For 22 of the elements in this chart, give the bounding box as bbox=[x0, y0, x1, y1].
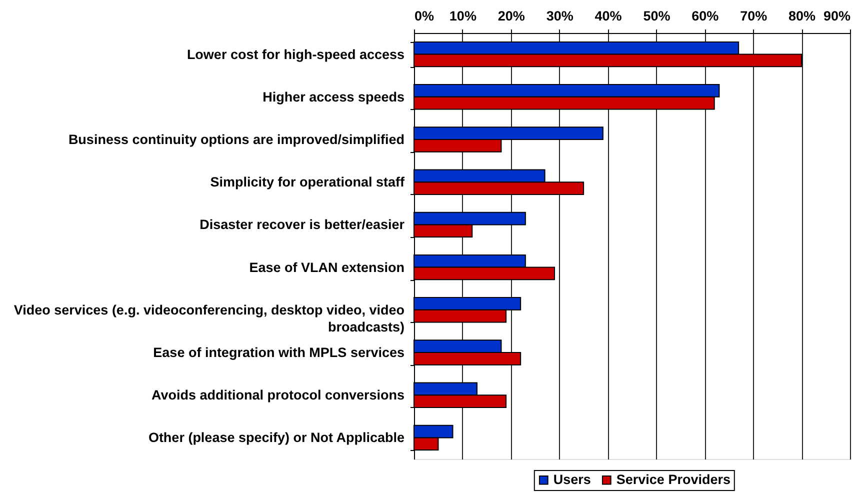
legend-label: Service Providers bbox=[616, 472, 730, 488]
y-tick-label: Disaster recover is better/easier bbox=[200, 217, 406, 232]
y-tick-label: Higher access speeds bbox=[262, 89, 404, 104]
y-tick-label: Video services (e.g. videoconferencing, desktop video, video broadcasts) bbox=[14, 302, 404, 334]
x-tick-label: 60% bbox=[692, 8, 719, 24]
y-tick-label: Simplicity for operational staff bbox=[210, 174, 406, 190]
y-tick-label: Ease of VLAN extension bbox=[249, 260, 404, 275]
x-tick-label: 80% bbox=[788, 8, 816, 24]
x-tick-label: 90% bbox=[823, 8, 850, 24]
y-tick-label: Ease of integration with MPLS services bbox=[153, 345, 404, 360]
y-tick-label: Lower cost for high-speed access bbox=[186, 46, 404, 62]
y-tick-label: Business continuity options are improved/simplified bbox=[68, 132, 404, 147]
x-tick-label: 20% bbox=[498, 8, 525, 24]
x-tick-label: 50% bbox=[643, 8, 670, 24]
legend-label: Users bbox=[553, 472, 591, 488]
y-tick-label: Avoids additional protocol conversions bbox=[151, 388, 404, 403]
y-tick-label: Other (please specify) or Not Applicable bbox=[148, 430, 405, 446]
x-tick-label: 40% bbox=[594, 8, 622, 24]
x-tick-label: 30% bbox=[546, 8, 574, 24]
x-tick-label: 10% bbox=[449, 8, 476, 24]
x-tick-label: 70% bbox=[740, 8, 768, 24]
x-tick-label: 0% bbox=[414, 8, 434, 24]
